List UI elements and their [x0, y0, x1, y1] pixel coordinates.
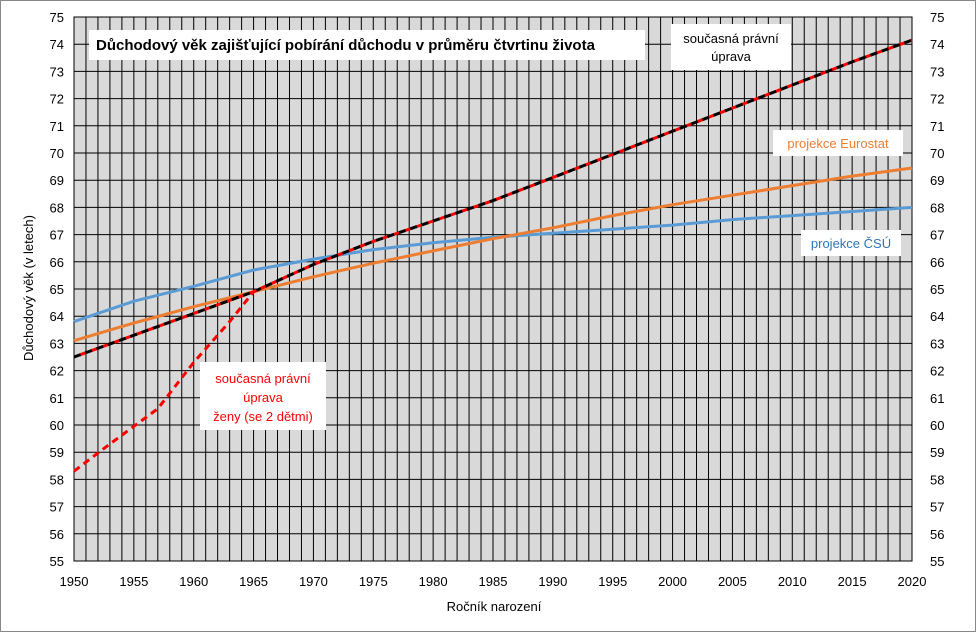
y-tick-label-left: 73	[50, 64, 64, 79]
annotation-line: současná právní	[683, 31, 779, 46]
y-tick-label-left: 74	[50, 37, 64, 52]
y-tick-label-right: 64	[930, 309, 944, 324]
y-tick-label-left: 71	[50, 119, 64, 134]
y-tick-label-right: 72	[930, 92, 944, 107]
y-tick-label-left: 68	[50, 200, 64, 215]
y-tick-label-left: 63	[50, 336, 64, 351]
y-tick-label-left: 57	[50, 500, 64, 515]
series-group	[73, 38, 913, 473]
y-tick-label-left: 64	[50, 309, 64, 324]
y-tick-label-left: 62	[50, 364, 64, 379]
y-axis-title: Důchodový věk (v letech)	[21, 215, 36, 361]
x-tick-label: 2010	[778, 574, 807, 589]
annotation-line: projekce ČSÚ	[811, 236, 891, 251]
x-tick-label: 1955	[119, 574, 148, 589]
y-tick-label-left: 65	[50, 282, 64, 297]
x-axis-title: Ročník narození	[447, 599, 542, 614]
y-tick-label-right: 58	[930, 472, 944, 487]
x-tick-label: 1995	[598, 574, 627, 589]
y-tick-label-right: 62	[930, 364, 944, 379]
y-tick-label-right: 57	[930, 500, 944, 515]
y-tick-label-left: 61	[50, 391, 64, 406]
y-tick-label-right: 68	[930, 200, 944, 215]
y-tick-label-left: 75	[50, 10, 64, 25]
x-tick-label: 2015	[838, 574, 867, 589]
series-line-women	[73, 284, 267, 473]
y-tick-label-left: 56	[50, 527, 64, 542]
y-tick-label-right: 74	[930, 37, 944, 52]
x-tick-label: 1985	[479, 574, 508, 589]
x-tick-label: 1980	[419, 574, 448, 589]
x-tick-label: 2005	[718, 574, 747, 589]
x-tick-label: 1950	[60, 574, 89, 589]
y-tick-label-left: 55	[50, 554, 64, 569]
annotation-line: projekce Eurostat	[787, 136, 889, 151]
grid	[73, 16, 913, 562]
annotation-csu: projekce ČSÚ	[801, 230, 901, 256]
y-tick-label-right: 75	[930, 10, 944, 25]
x-tick-label: 1975	[359, 574, 388, 589]
y-tick-label-right: 60	[930, 418, 944, 433]
annotation-eurostat: projekce Eurostat	[773, 130, 903, 156]
y-tick-label-right: 69	[930, 173, 944, 188]
annotation-box	[801, 230, 901, 256]
y-tick-label-left: 69	[50, 173, 64, 188]
x-tick-label: 1965	[239, 574, 268, 589]
annotation-box	[671, 24, 791, 70]
x-tick-label: 2000	[658, 574, 687, 589]
y-tick-label-left: 72	[50, 92, 64, 107]
chart-title: Důchodový věk zajišťující pobírání důcho…	[96, 37, 596, 54]
y-tick-label-right: 61	[930, 391, 944, 406]
y-tick-label-right: 65	[930, 282, 944, 297]
annotation-line: současná právní	[215, 371, 311, 386]
x-tick-label: 1990	[538, 574, 567, 589]
tick-labels: 55 55 56 56 57 57 58 58 59 59 60 60 61 61 62 62 63 63 64 64…	[50, 10, 945, 589]
y-tick-label-left: 59	[50, 445, 64, 460]
y-tick-label-right: 66	[930, 255, 944, 270]
y-tick-label-right: 70	[930, 146, 944, 161]
annotation-line: úprava	[243, 390, 284, 405]
annotation-line: ženy (se 2 dětmi)	[213, 409, 313, 424]
x-tick-label: 2020	[898, 574, 927, 589]
y-tick-label-left: 58	[50, 472, 64, 487]
chart-title-box	[89, 30, 645, 60]
annotation-line: úprava	[711, 49, 752, 64]
series-line-current-law	[73, 38, 913, 359]
x-tick-label: 1960	[179, 574, 208, 589]
annotation-current-law: současná právní úprava	[671, 24, 791, 70]
annotation-box	[200, 362, 326, 430]
y-tick-label-left: 60	[50, 418, 64, 433]
y-tick-label-right: 71	[930, 119, 944, 134]
y-tick-label-left: 67	[50, 228, 64, 243]
y-tick-label-right: 63	[930, 336, 944, 351]
y-tick-label-left: 70	[50, 146, 64, 161]
y-tick-label-right: 67	[930, 228, 944, 243]
annotation-box	[773, 130, 903, 156]
y-tick-label-right: 59	[930, 445, 944, 460]
y-tick-label-right: 55	[930, 554, 944, 569]
annotation-women: současná právní úprava ženy (se 2 dětmi)	[200, 362, 326, 430]
y-tick-label-right: 73	[930, 64, 944, 79]
y-tick-label-left: 66	[50, 255, 64, 270]
series-line-eurostat	[73, 166, 913, 343]
y-tick-label-right: 56	[930, 527, 944, 542]
x-tick-label: 1970	[299, 574, 328, 589]
